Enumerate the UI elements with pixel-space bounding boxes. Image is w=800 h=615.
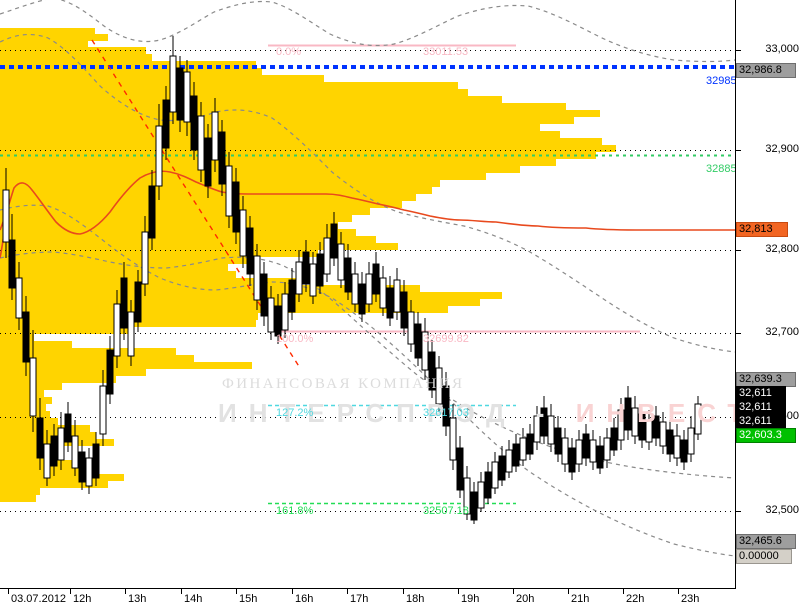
time-label-9: 20h xyxy=(516,593,535,605)
time-label-10: 21h xyxy=(571,593,590,605)
price-tick-33000 xyxy=(736,50,741,51)
price-chip-32611-c[interactable]: 32,611 xyxy=(736,414,786,429)
time-label-12: 23h xyxy=(681,593,700,605)
price-label-32700: 32,700 xyxy=(765,326,799,338)
level-tag-32985: 32985 xyxy=(706,75,735,87)
fib-value-127: 32617.03 xyxy=(423,407,469,419)
time-tick-3 xyxy=(181,589,182,594)
time-tick-9 xyxy=(513,589,514,594)
price-tick-32700 xyxy=(736,333,741,334)
time-tick-7 xyxy=(403,589,404,594)
time-label-1: 12h xyxy=(73,593,92,605)
x-axis-line xyxy=(0,588,736,589)
price-tick-32500 xyxy=(736,511,741,512)
time-label-3: 14h xyxy=(184,593,203,605)
fib-label-161: 161.8% xyxy=(276,505,314,517)
time-label-5: 16h xyxy=(295,593,314,605)
candlestick-series xyxy=(2,36,702,524)
price-chip-32611-a[interactable]: 32,611 xyxy=(736,386,786,401)
price-tick-32900 xyxy=(736,150,741,151)
fib-value-0: 33011.53 xyxy=(423,46,469,58)
price-chip-32813[interactable]: 32,813 xyxy=(736,222,788,237)
time-tick-4 xyxy=(236,589,237,594)
time-tick-6 xyxy=(347,589,348,594)
time-tick-12 xyxy=(678,589,679,594)
fib-label-0: 0.0% xyxy=(276,46,302,58)
price-label-32500: 32,500 xyxy=(765,504,799,516)
time-tick-8 xyxy=(458,589,459,594)
level-tag-32885: 32885 xyxy=(706,163,735,175)
price-label-32800: 32,800 xyxy=(765,243,799,255)
price-chip-32986-8[interactable]: 32,986.8 xyxy=(736,63,796,78)
price-axis[interactable]: 33,000 32,900 32,800 32,700 32,600 32,50… xyxy=(736,0,800,588)
time-tick-1 xyxy=(70,589,71,594)
time-label-2: 13h xyxy=(128,593,147,605)
moving-average-series xyxy=(0,170,735,235)
time-label-8: 19h xyxy=(461,593,480,605)
fib-value-161: 32507.18 xyxy=(423,505,469,517)
time-label-7: 18h xyxy=(406,593,425,605)
chart-canvas xyxy=(0,0,735,557)
price-chip-32611-b[interactable]: 32,611 xyxy=(736,400,786,415)
price-chip-32465-6[interactable]: 32,465.6 xyxy=(736,534,796,549)
price-chip-32639-3[interactable]: 32,639.3 xyxy=(736,372,796,387)
time-tick-11 xyxy=(623,589,624,594)
time-tick-0 xyxy=(8,589,9,594)
fib-value-100: 32699.82 xyxy=(423,333,469,345)
time-label-4: 15h xyxy=(239,593,258,605)
time-tick-10 xyxy=(568,589,569,594)
price-chip-32603-3[interactable]: 32,603.3 xyxy=(736,428,796,443)
fib-label-100: 100.0% xyxy=(276,333,314,345)
time-label-11: 22h xyxy=(626,593,645,605)
time-label-0: 03.07.2012 xyxy=(11,593,67,605)
time-label-6: 17h xyxy=(350,593,369,605)
y-axis-line xyxy=(735,0,736,589)
price-label-33000: 33,000 xyxy=(765,43,799,55)
time-tick-5 xyxy=(292,589,293,594)
price-tick-32800 xyxy=(736,250,741,251)
time-tick-2 xyxy=(125,589,126,594)
price-chip-0-00000[interactable]: 0.00000 xyxy=(736,549,792,564)
chart-plot-area[interactable]: ФИНАНСОВАЯ КОМПАНИЯ ИНТЕРСПРЭД - ИНВЕСТ … xyxy=(0,0,735,588)
price-label-32900: 32,900 xyxy=(765,143,799,155)
fib-label-127: 127.2% xyxy=(276,407,314,419)
time-axis[interactable]: 03.07.2012 12h 13h 14h 15h 16h 17h 18h 1… xyxy=(0,589,800,615)
